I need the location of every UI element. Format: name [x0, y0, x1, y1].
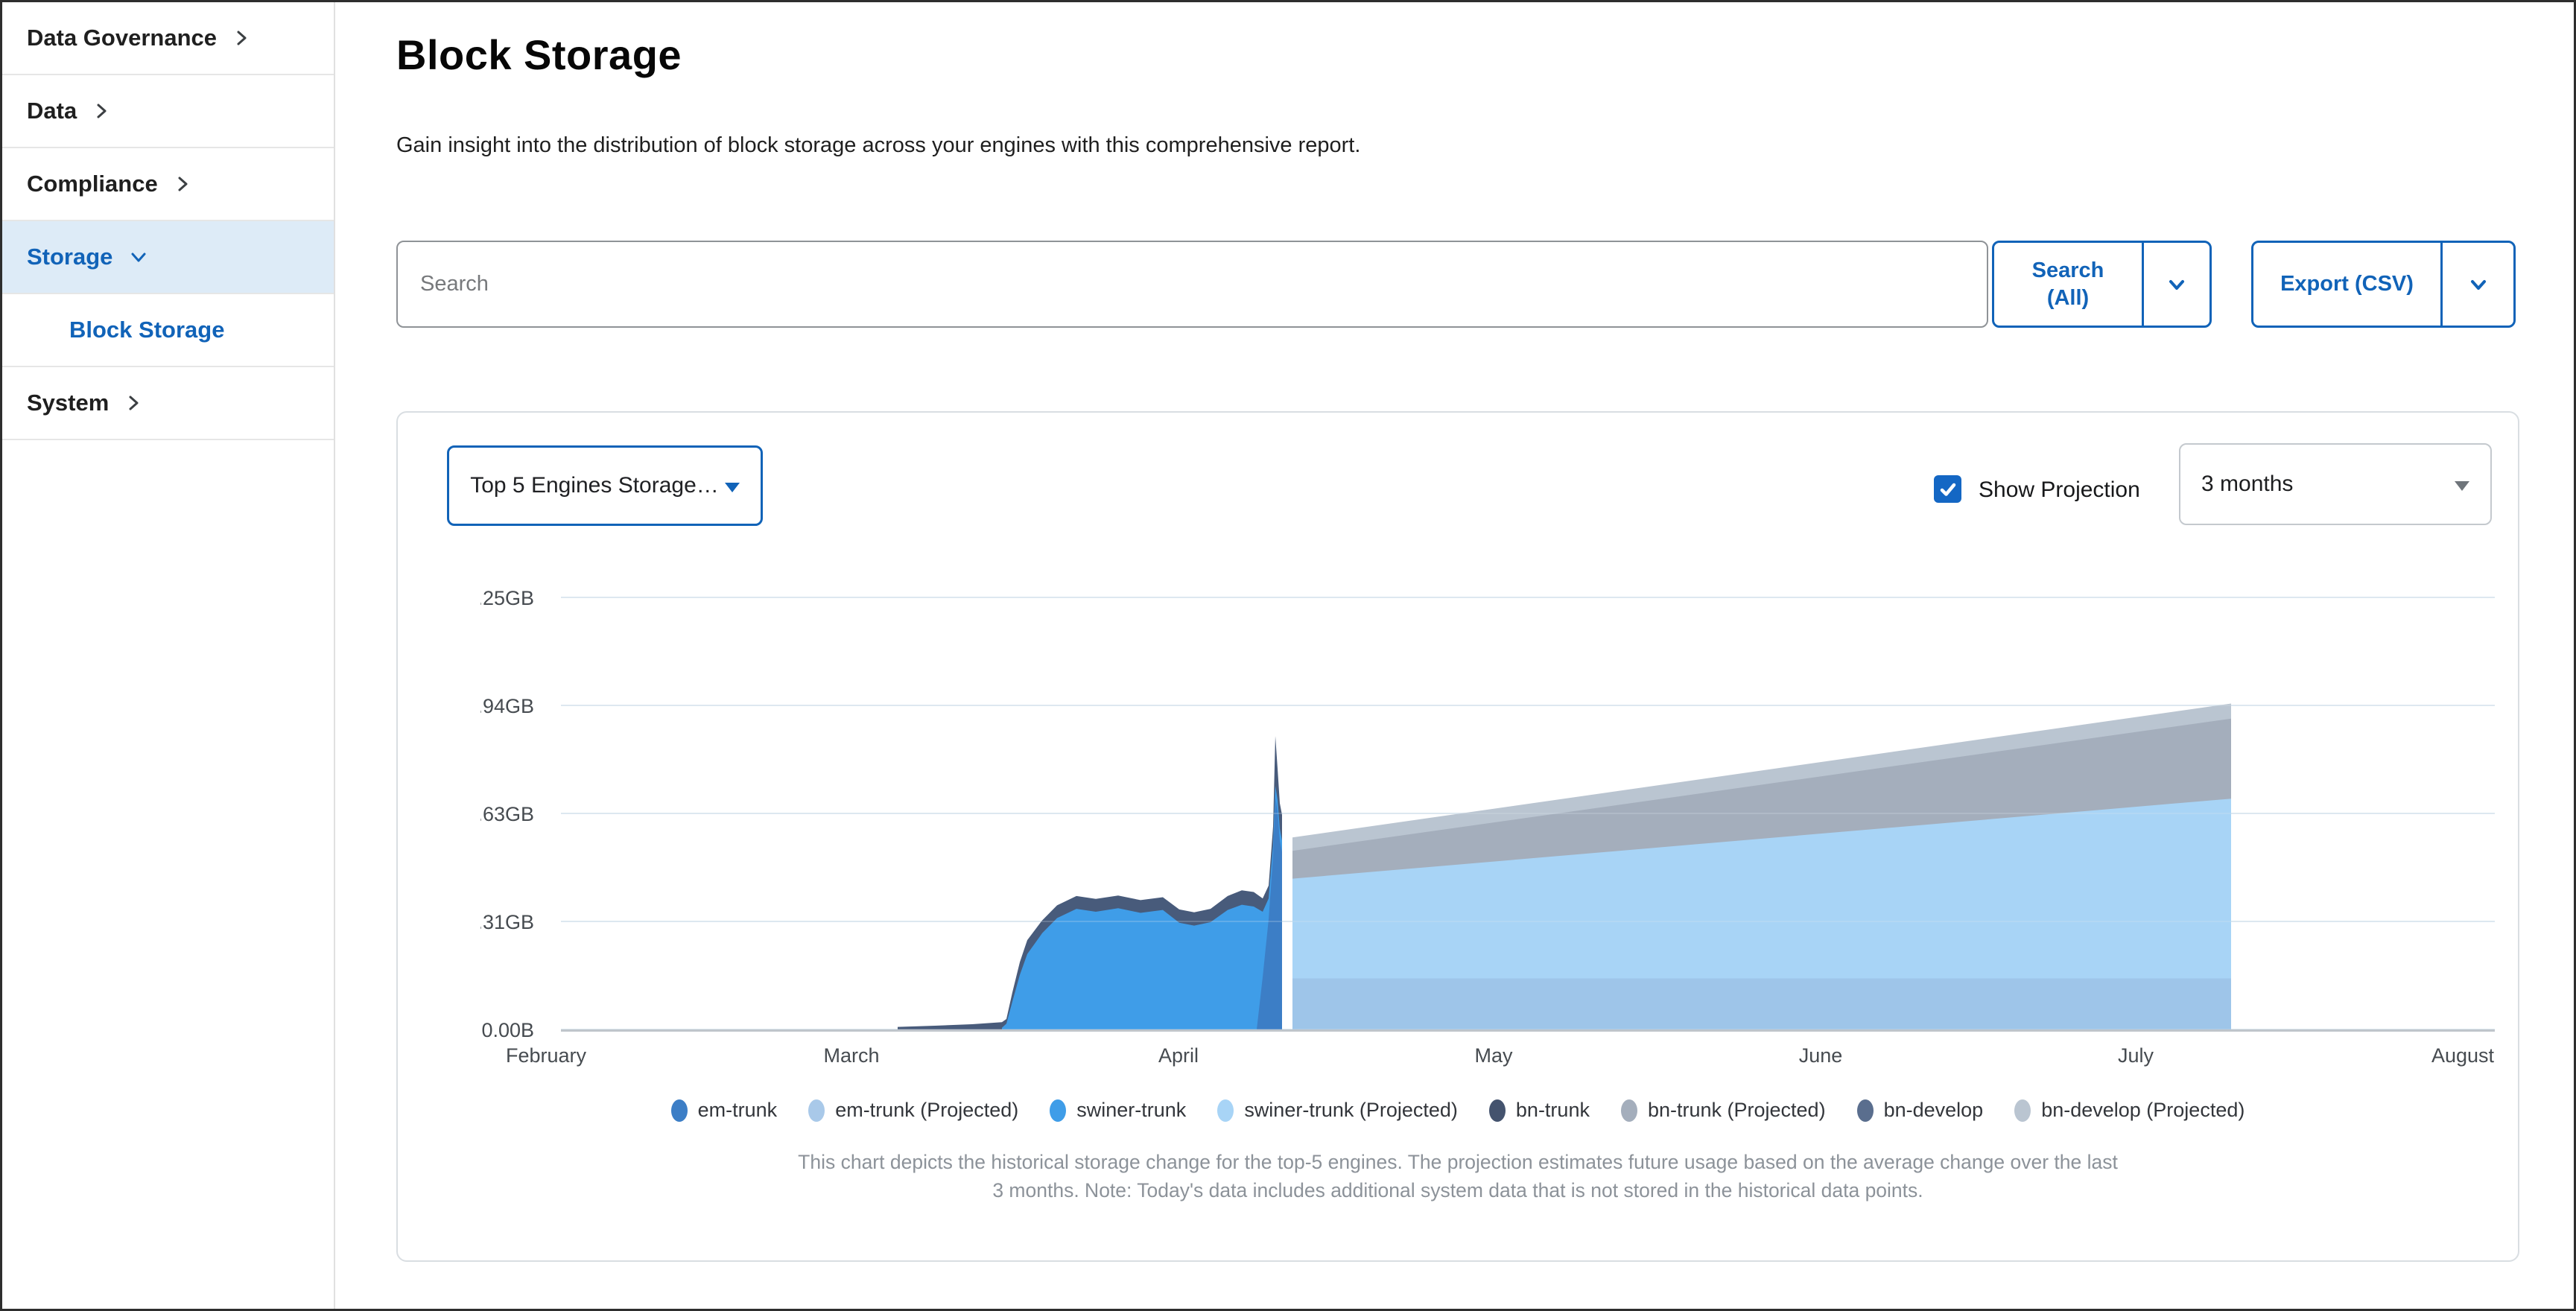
area-series: [1002, 786, 1282, 1029]
legend-dot-icon: [808, 1099, 825, 1122]
legend-label: bn-develop: [1883, 1099, 1984, 1121]
sidebar-item-label: Data Governance: [27, 25, 217, 51]
y-tick-label: 0.00B: [481, 1019, 534, 1041]
legend-item[interactable]: bn-trunk: [1488, 1099, 1590, 1122]
legend-dot-icon: [670, 1099, 688, 1122]
search-button[interactable]: Search (All): [2031, 258, 2104, 310]
storage-area-chart: 37.25GB 27.94GB 18.63GB 9.31GB 0.00B February…: [480, 587, 2495, 1067]
y-tick-label: 37.25GB: [480, 587, 534, 609]
x-tick-label: August: [2431, 1044, 2495, 1067]
y-tick-label: 9.31GB: [480, 911, 534, 933]
show-projection-label: Show Projection: [1979, 477, 2140, 502]
area-series: [1292, 978, 2231, 1029]
legend-item[interactable]: em-trunk (Projected): [808, 1099, 1018, 1122]
sidebar-item-system[interactable]: System: [2, 367, 334, 440]
y-tick-label: 18.63GB: [480, 803, 534, 825]
y-tick-label: 27.94GB: [480, 695, 534, 717]
x-tick-label: May: [1474, 1044, 1513, 1067]
checkmark-icon: [1940, 483, 1955, 496]
legend-item[interactable]: bn-develop: [1856, 1099, 1984, 1122]
page-subtitle: Gain insight into the distribution of bl…: [396, 133, 1361, 157]
sidebar-item-compliance[interactable]: Compliance: [2, 148, 334, 221]
show-projection-checkbox[interactable]: [1934, 475, 1961, 503]
sidebar-item-label: Storage: [27, 244, 113, 270]
sidebar: Data Governance Data Compliance Storage …: [2, 2, 335, 1309]
caret-down-icon: [2455, 480, 2469, 491]
x-tick-label: February: [506, 1044, 587, 1067]
legend-item[interactable]: em-trunk: [670, 1099, 778, 1122]
button-divider: [2440, 243, 2443, 326]
sidebar-item-storage[interactable]: Storage: [2, 221, 334, 294]
legend-dot-icon: [1050, 1099, 1067, 1122]
main-content: Block Storage Gain insight into the dist…: [337, 2, 2574, 1309]
legend-dot-icon: [1856, 1099, 1874, 1122]
x-tick-label: July: [2118, 1044, 2154, 1067]
chevron-right-icon: [97, 104, 107, 118]
sidebar-item-label: Compliance: [27, 171, 158, 197]
chart-legend: em-trunk em-trunk (Projected) swiner-trunk…: [398, 1099, 2518, 1122]
export-options-caret[interactable]: [2443, 243, 2513, 326]
sidebar-item-label: Block Storage: [69, 317, 225, 343]
search-input[interactable]: [396, 241, 1988, 328]
chart-metric-select[interactable]: Top 5 Engines Storage…: [447, 445, 763, 526]
chevron-down-icon: [2470, 279, 2486, 290]
legend-label: bn-trunk: [1515, 1099, 1590, 1121]
caret-down-icon: [724, 483, 740, 492]
sidebar-item-data-governance[interactable]: Data Governance: [2, 2, 334, 75]
export-csv-button[interactable]: Export (CSV): [2280, 272, 2414, 296]
page-title: Block Storage: [396, 31, 682, 78]
legend-item[interactable]: bn-trunk (Projected): [1620, 1099, 1826, 1122]
projection-range-select[interactable]: 3 months: [2179, 443, 2492, 525]
sidebar-item-data[interactable]: Data: [2, 75, 334, 148]
chevron-right-icon: [237, 31, 247, 45]
legend-dot-icon: [2014, 1099, 2031, 1122]
chevron-down-icon: [2169, 279, 2184, 290]
sidebar-item-label: System: [27, 390, 110, 416]
legend-label: em-trunk (Projected): [835, 1099, 1019, 1121]
search-options-caret[interactable]: [2144, 243, 2209, 326]
chart-footnote: This chart depicts the historical storag…: [798, 1151, 2118, 1202]
x-tick-label: April: [1158, 1044, 1199, 1067]
legend-dot-icon: [1488, 1099, 1506, 1122]
legend-item[interactable]: swiner-trunk (Projected): [1217, 1099, 1458, 1122]
chevron-down-icon: [131, 253, 146, 262]
legend-item[interactable]: swiner-trunk: [1050, 1099, 1186, 1122]
sidebar-item-block-storage[interactable]: Block Storage: [2, 294, 334, 367]
chart-footnote-wrap: This chart depicts the historical storag…: [398, 1149, 2518, 1204]
chevron-right-icon: [178, 177, 188, 191]
legend-label: swiner-trunk: [1076, 1099, 1187, 1121]
legend-label: swiner-trunk (Projected): [1244, 1099, 1458, 1121]
legend-item[interactable]: bn-develop (Projected): [2014, 1099, 2245, 1122]
block-storage-chart-card: Top 5 Engines Storage… Show Projection 3…: [396, 411, 2519, 1262]
chevron-right-icon: [129, 396, 139, 410]
search-split-button: Search (All): [1992, 241, 2212, 328]
x-tick-label: June: [1799, 1044, 1843, 1067]
legend-dot-icon: [1620, 1099, 1637, 1122]
legend-label: bn-develop (Projected): [2041, 1099, 2245, 1121]
x-tick-label: March: [823, 1044, 879, 1067]
sidebar-item-label: Data: [27, 98, 77, 124]
legend-label: bn-trunk (Projected): [1647, 1099, 1826, 1121]
area-series: [1257, 797, 1282, 1029]
legend-label: em-trunk: [697, 1099, 778, 1121]
export-split-button: Export (CSV): [2251, 241, 2516, 328]
area-series: [1292, 799, 2231, 1029]
legend-dot-icon: [1217, 1099, 1234, 1122]
button-divider: [2142, 243, 2144, 326]
